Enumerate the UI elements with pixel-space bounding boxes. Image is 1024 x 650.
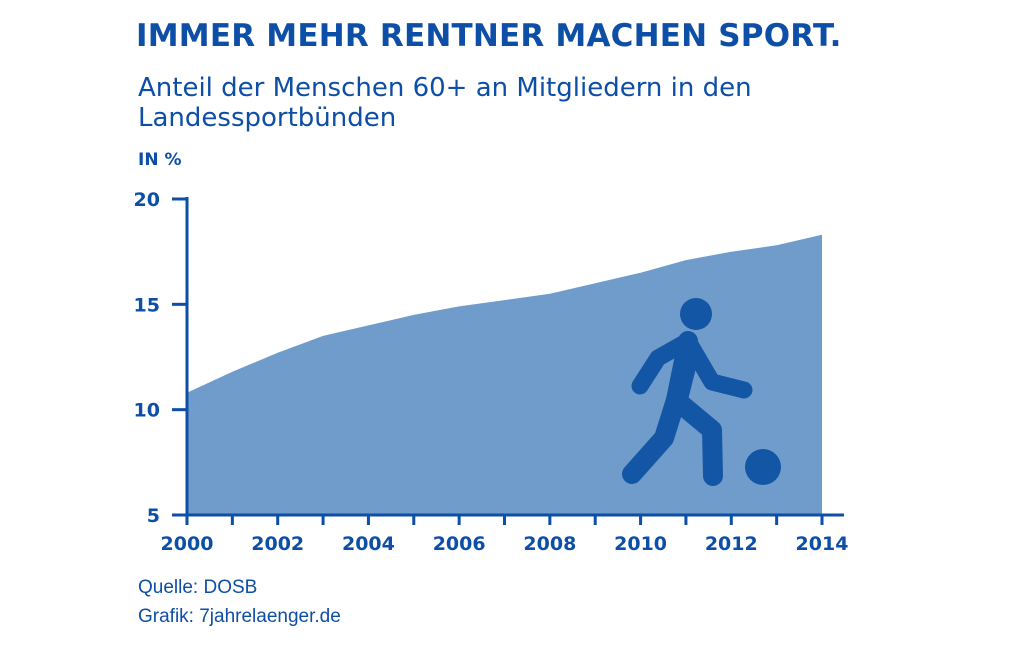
x-tick-label-2008: 2008 xyxy=(523,533,576,555)
chart-subtitle: Anteil der Menschen 60+ an Mitgliedern i… xyxy=(138,73,752,133)
y-tick-label-10: 10 xyxy=(134,400,160,422)
y-tick-label-20: 20 xyxy=(134,189,160,211)
y-axis-unit-label: IN % xyxy=(138,150,182,170)
y-tick-label-5: 5 xyxy=(147,505,160,527)
football-player-icon xyxy=(622,298,781,486)
source-note: Quelle: DOSB xyxy=(138,577,258,598)
x-tick-label-2010: 2010 xyxy=(614,533,667,555)
x-tick-label-2004: 2004 xyxy=(342,533,395,555)
x-tick-label-2006: 2006 xyxy=(433,533,486,555)
x-tick-label-2000: 2000 xyxy=(161,533,214,555)
chart-title: IMMER MEHR RENTNER MACHEN SPORT. xyxy=(136,18,842,54)
y-tick-label-15: 15 xyxy=(134,294,160,316)
player-torso xyxy=(672,343,700,400)
credit-note: Grafik: 7jahrelaenger.de xyxy=(138,606,341,627)
x-tick-label-2002: 2002 xyxy=(251,533,304,555)
player-head xyxy=(680,298,712,330)
area-series xyxy=(187,234,822,516)
x-tick-label-2014: 2014 xyxy=(796,533,849,555)
x-tick-label-2012: 2012 xyxy=(705,533,758,555)
player-front-leg xyxy=(666,390,723,486)
ball xyxy=(745,449,781,485)
